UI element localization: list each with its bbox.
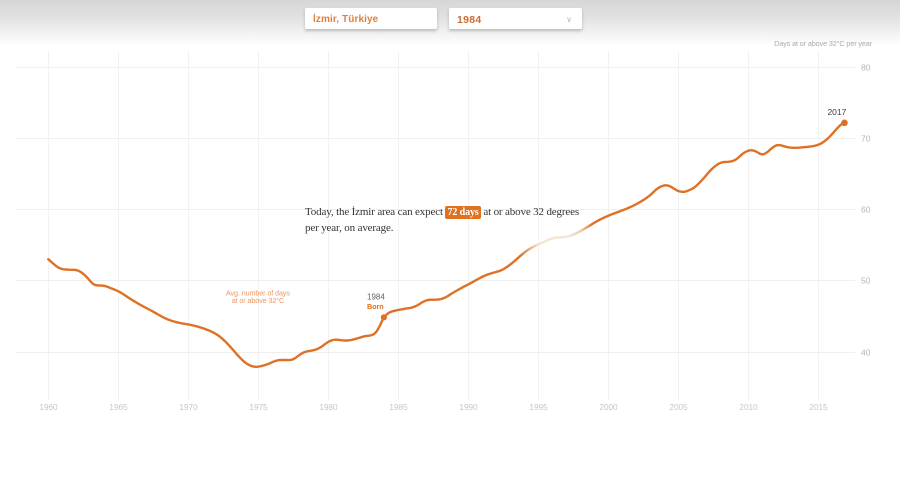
svg-text:Born: Born bbox=[367, 302, 384, 311]
svg-text:Days at or above 32°C per year: Days at or above 32°C per year bbox=[774, 39, 872, 48]
svg-text:70: 70 bbox=[861, 134, 871, 144]
svg-text:1985: 1985 bbox=[389, 403, 408, 412]
svg-text:1995: 1995 bbox=[529, 403, 548, 412]
svg-text:2005: 2005 bbox=[669, 403, 688, 412]
svg-text:40: 40 bbox=[861, 348, 871, 358]
svg-text:1980: 1980 bbox=[319, 403, 338, 412]
svg-text:1965: 1965 bbox=[109, 403, 128, 412]
svg-text:2000: 2000 bbox=[599, 403, 618, 412]
svg-text:2010: 2010 bbox=[739, 403, 758, 412]
svg-text:1990: 1990 bbox=[459, 403, 478, 412]
svg-text:1960: 1960 bbox=[39, 403, 58, 412]
svg-text:60: 60 bbox=[861, 205, 871, 215]
svg-text:1984: 1984 bbox=[367, 293, 385, 302]
svg-text:1970: 1970 bbox=[179, 403, 198, 412]
svg-text:80: 80 bbox=[861, 63, 871, 73]
svg-text:2015: 2015 bbox=[809, 403, 828, 412]
svg-text:Avg. number of days: Avg. number of days bbox=[226, 289, 290, 298]
svg-text:at or above 32°C: at or above 32°C bbox=[232, 296, 284, 305]
svg-text:2017: 2017 bbox=[827, 107, 846, 117]
svg-text:1975: 1975 bbox=[249, 403, 268, 412]
svg-text:50: 50 bbox=[861, 276, 871, 286]
